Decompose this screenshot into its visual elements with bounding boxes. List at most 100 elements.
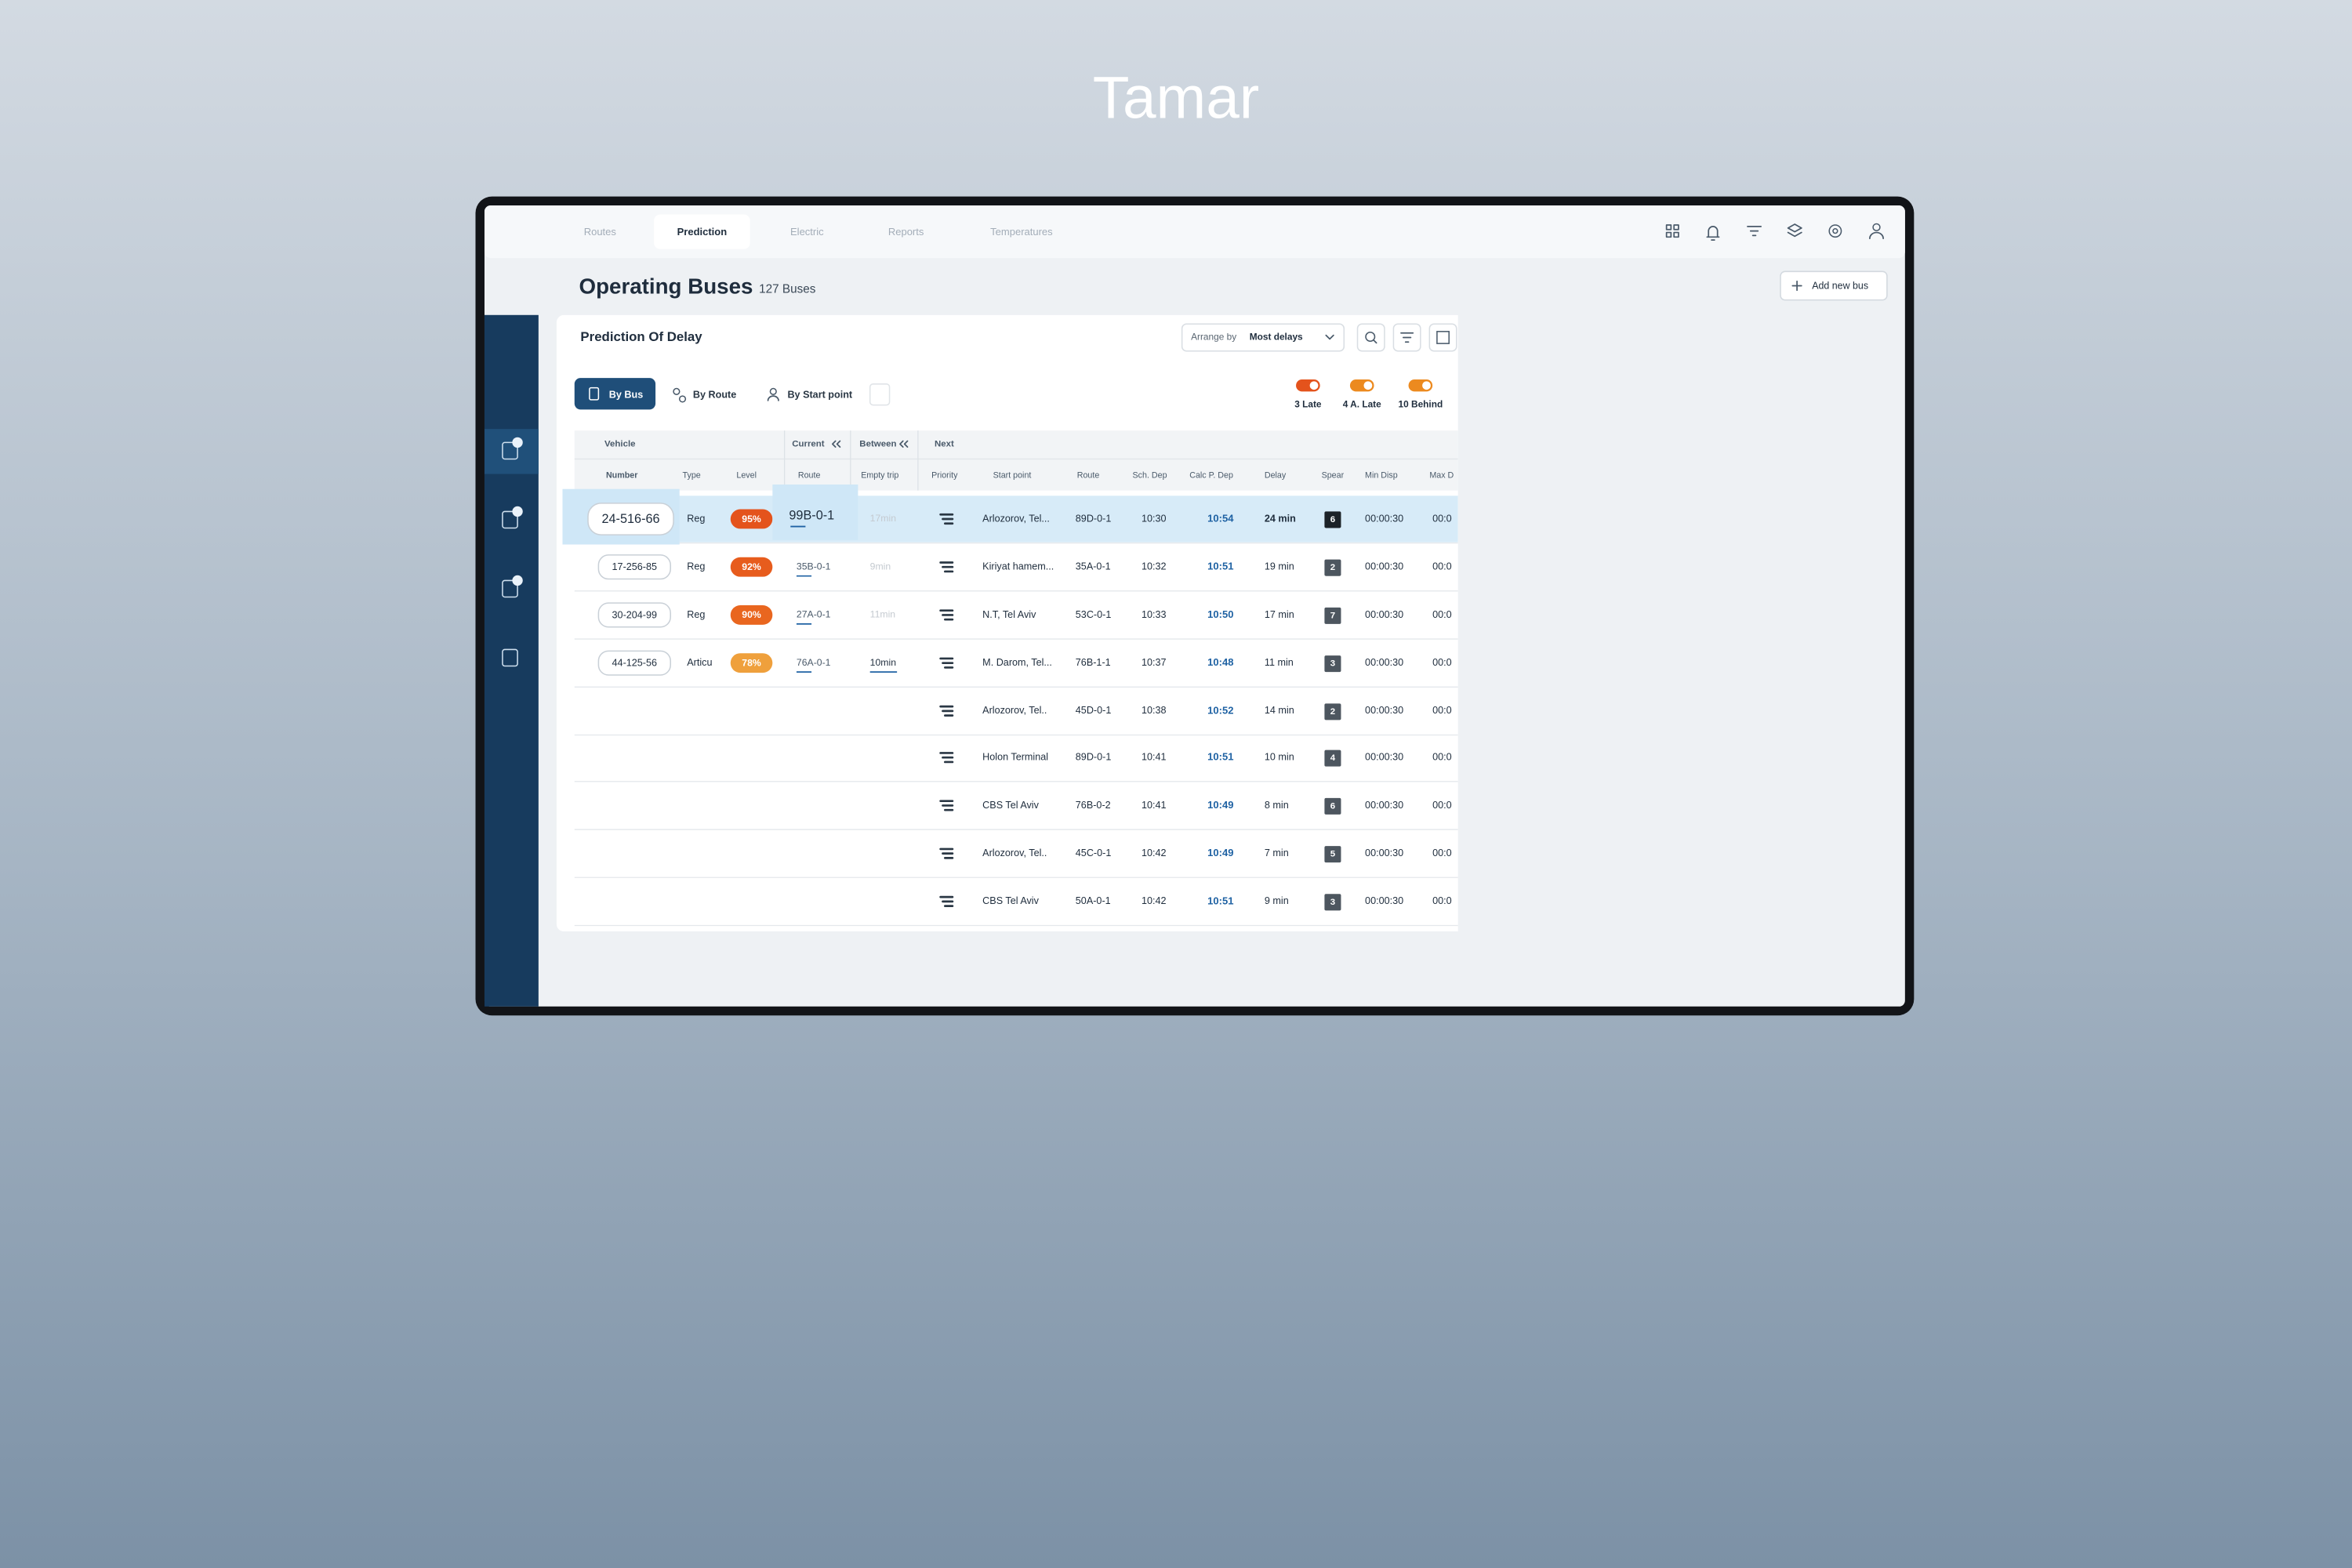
route: 35B-0-1 [797,561,831,572]
toggle-label: 4 A. Late [1343,399,1381,410]
active-tab [654,214,750,249]
sidebar-icon [502,579,518,598]
level-pill [730,557,773,577]
nav-tab[interactable]: Temperatures [990,226,1053,238]
vehicle-chip [597,650,671,676]
route: 45C-0-1 [1076,848,1112,858]
spear-box [1324,559,1341,576]
column-header: Delay [1265,470,1287,480]
nav-tab[interactable]: Prediction [677,226,728,238]
sidebar-badge [512,506,523,517]
spear-box [1324,703,1341,720]
min-disp: 00:00:30 [1365,609,1403,620]
empty-trip: 10min [870,657,897,668]
toggle-label: 10 Behind [1399,399,1443,410]
level: 92% [742,561,761,572]
tool-button[interactable] [1356,323,1385,352]
level-pill [730,605,773,625]
start-point: Arlozorov, Tel.. [982,848,1047,858]
min-disp: 00:00:30 [1365,752,1403,763]
delay: 8 min [1265,800,1289,811]
start-point: Holon Terminal [982,752,1048,763]
vehicle-chip [587,503,674,535]
scheduled-departure: 10:42 [1142,895,1167,906]
add-bus-button[interactable] [1780,270,1888,301]
column-group: Next [935,439,954,448]
min-disp: 00:00:30 [1365,657,1403,668]
bell-icon [1706,226,1720,241]
calculated-departure: 10:54 [1207,512,1234,524]
page-heading: Operating Buses [579,274,753,299]
delay: 10 min [1265,752,1294,763]
nav-tab[interactable]: Reports [888,226,924,238]
add-tab [869,383,891,406]
column-header: Level [736,470,757,480]
column-header: Spear [1322,470,1345,480]
search-icon [1372,339,1377,344]
start-point: Kiriyat hamem... [982,561,1054,572]
spear: 7 [1330,611,1335,620]
column-header: Calc P. Dep [1189,470,1233,480]
column-group: Between [859,439,896,448]
sidebar-badge [512,575,523,586]
spear-box [1324,607,1341,624]
point-icon [769,387,777,395]
column-group: Vehicle [604,439,636,448]
spear-box [1324,797,1341,815]
plus-icon [1791,280,1802,292]
sidebar-icon [502,648,518,667]
min-disp: 00:00:30 [1365,705,1403,716]
priority-icon [939,561,954,573]
nav-tab[interactable]: Electric [790,226,824,238]
calculated-departure: 10:49 [1207,799,1233,811]
delay: 24 min [1265,513,1296,524]
calculated-departure: 10:48 [1207,656,1233,668]
toggle-label: 3 Late [1294,399,1322,410]
start-point: CBS Tel Aviv [982,895,1039,906]
priority-icon [939,752,954,764]
route-icon [673,387,681,395]
priority-icon [939,800,954,811]
level-pill [730,653,773,673]
top-nav [484,205,1905,259]
calculated-departure: 10:50 [1207,608,1233,620]
route: 45D-0-1 [1076,705,1112,716]
empty-trip: 9min [870,561,891,572]
spear: 4 [1330,753,1336,763]
sidebar-icon [502,441,518,460]
nav-tab[interactable]: Routes [584,226,617,238]
spear: 6 [1330,515,1335,524]
add-bus-label[interactable]: Add new bus [1812,281,1868,292]
column-header: Min Disp [1365,470,1398,480]
tool-button[interactable] [1428,323,1457,352]
column-header: Number [606,470,637,480]
route-icon [678,395,687,403]
view-tab[interactable]: By Route [693,389,736,400]
level: 90% [742,609,761,620]
column-group: Current [792,439,825,448]
highlight [772,484,858,540]
route: 89D-0-1 [1076,752,1112,763]
scheduled-departure: 10:41 [1142,752,1167,763]
spear: 5 [1330,850,1336,859]
max-disp: 00:0 [1432,609,1452,620]
arrange-dropdown[interactable] [1181,323,1345,352]
priority-icon [939,848,954,859]
monitor: Routes Prediction Electric Reports Temperatu… [475,196,1915,1016]
filter-icon [1747,226,1762,237]
vehicle-chip [597,602,671,628]
min-disp: 00:00:30 [1365,848,1403,858]
delay: 9 min [1265,895,1289,906]
start-point: N.T, Tel Aviv [982,609,1036,620]
selected-row [574,495,1458,543]
profile-icon [1869,231,1884,240]
search-icon [1365,332,1376,343]
max-disp: 00:0 [1432,752,1452,763]
column-header: Route [1077,470,1100,480]
page-title: Tamar [1093,64,1260,131]
view-tab[interactable]: By Bus [609,389,643,400]
max-disp: 00:0 [1432,705,1452,716]
view-tab[interactable]: By Start point [787,389,852,400]
type: Reg [687,609,705,620]
table-header [574,430,1458,491]
